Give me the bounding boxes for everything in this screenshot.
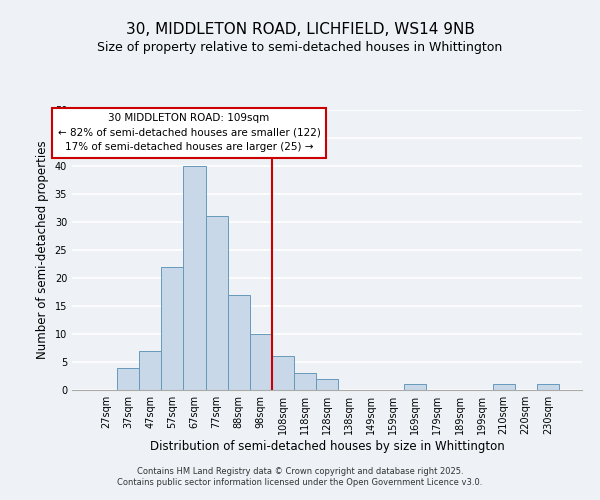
Bar <box>272 356 294 390</box>
Bar <box>161 267 184 390</box>
Text: 30 MIDDLETON ROAD: 109sqm
← 82% of semi-detached houses are smaller (122)
17% of: 30 MIDDLETON ROAD: 109sqm ← 82% of semi-… <box>58 113 320 152</box>
Bar <box>316 379 338 390</box>
Bar <box>294 373 316 390</box>
Bar <box>537 384 559 390</box>
Bar <box>227 295 250 390</box>
Bar <box>206 216 227 390</box>
X-axis label: Distribution of semi-detached houses by size in Whittington: Distribution of semi-detached houses by … <box>149 440 505 453</box>
Text: 30, MIDDLETON ROAD, LICHFIELD, WS14 9NB: 30, MIDDLETON ROAD, LICHFIELD, WS14 9NB <box>125 22 475 38</box>
Bar <box>250 334 272 390</box>
Bar <box>493 384 515 390</box>
Bar <box>139 351 161 390</box>
Text: Contains public sector information licensed under the Open Government Licence v3: Contains public sector information licen… <box>118 478 482 487</box>
Bar <box>404 384 427 390</box>
Text: Contains HM Land Registry data © Crown copyright and database right 2025.: Contains HM Land Registry data © Crown c… <box>137 467 463 476</box>
Bar <box>117 368 139 390</box>
Bar <box>184 166 206 390</box>
Text: Size of property relative to semi-detached houses in Whittington: Size of property relative to semi-detach… <box>97 41 503 54</box>
Y-axis label: Number of semi-detached properties: Number of semi-detached properties <box>36 140 49 360</box>
